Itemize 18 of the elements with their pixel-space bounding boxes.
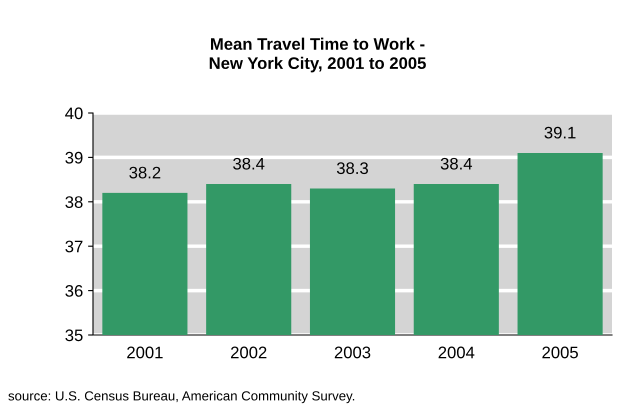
- data-label: 38.3: [336, 162, 368, 174]
- x-tick-label: 2005: [542, 346, 578, 358]
- chart-title: Mean Travel Time to Work - New York City, 2001 to 2005: [210, 38, 426, 72]
- y-tick-label: 37: [65, 240, 82, 252]
- y-tick-label: 40: [65, 107, 83, 120]
- x-tick-label: 2001: [127, 346, 163, 358]
- data-label: 38.4: [233, 158, 264, 170]
- data-label: 38.4: [440, 158, 472, 170]
- x-tick-label: 2002: [231, 346, 266, 358]
- y-tick-label: 39: [65, 152, 82, 164]
- x-tick-label: 2004: [438, 346, 474, 358]
- data-label: 38.2: [129, 166, 160, 179]
- data-label: 39.1: [544, 126, 576, 139]
- source-note: source: U.S. Census Bureau, American Community Survey.: [8, 390, 354, 404]
- y-tick-label: 35: [65, 329, 83, 342]
- x-tick-label: 2003: [334, 346, 370, 358]
- y-tick-label: 38: [65, 196, 83, 208]
- y-tick-label: 36: [65, 285, 83, 297]
